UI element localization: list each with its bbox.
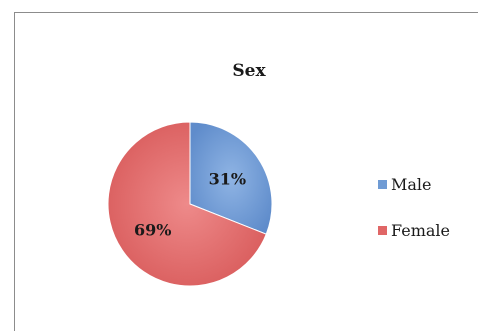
pie-slice-female: [107, 121, 267, 287]
legend-label-female: Female: [391, 221, 450, 240]
pie-labels: 31% 69%: [134, 170, 246, 240]
pie-slice-male: [189, 121, 273, 235]
pie-slices: [107, 121, 273, 287]
slice-label-female: 69%: [134, 220, 171, 239]
legend-swatch-male: [378, 180, 387, 189]
chart-title: Sex: [232, 61, 266, 81]
legend-label-male: Male: [391, 175, 432, 194]
legend: Male Female: [378, 175, 450, 240]
slice-label-male: 31%: [209, 170, 246, 189]
legend-swatch-female: [378, 226, 387, 235]
